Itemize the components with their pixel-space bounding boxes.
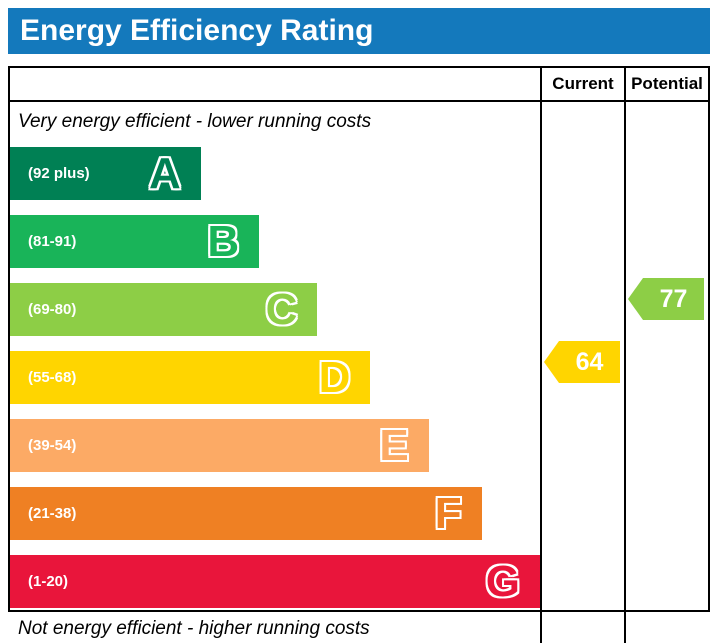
bands-area: Very energy efficient - lower running co…	[10, 102, 540, 643]
bottom-caption: Not energy efficient - higher running co…	[18, 618, 370, 639]
band-b-range-label: (81-91)	[28, 233, 77, 250]
band-f-range-label: (21-38)	[28, 505, 77, 522]
potential-rating-pointer: 77	[628, 278, 704, 320]
page-title: Energy Efficiency Rating	[20, 14, 374, 47]
band-b-letter: B	[207, 216, 240, 266]
band-row: (21-38) F	[10, 487, 540, 550]
header-spacer	[10, 68, 540, 100]
left-arrow-tip-icon	[628, 278, 643, 320]
current-rating-pointer: 64	[544, 341, 620, 383]
band-e-letter: E	[379, 420, 409, 470]
current-column-header: Current	[540, 68, 624, 100]
energy-efficiency-chart: Current Potential Very energy efficient …	[8, 66, 710, 643]
band-row: (55-68) D	[10, 351, 540, 414]
band-row: (92 plus) A	[10, 147, 540, 210]
chart-header-row: Current Potential	[10, 68, 708, 102]
band-b: (81-91) B	[10, 215, 260, 268]
band-c-range-label: (69-80)	[28, 301, 77, 318]
current-rating-column: 64	[540, 102, 624, 643]
band-f-letter: F	[434, 488, 462, 538]
band-a-range-label: (92 plus)	[28, 165, 90, 182]
band-a-letter: A	[149, 148, 181, 198]
band-g-range-label: (1-20)	[28, 573, 69, 590]
potential-rating-value: 77	[659, 284, 688, 313]
band-row: (39-54) E	[10, 419, 540, 482]
band-row: (69-80) C	[10, 283, 540, 346]
current-rating-value: 64	[575, 347, 604, 376]
chart-body: Very energy efficient - lower running co…	[10, 102, 708, 643]
potential-column-header: Potential	[624, 68, 708, 100]
band-e-range-label: (39-54)	[28, 437, 77, 454]
band-row: (81-91) B	[10, 215, 540, 278]
band-e: (39-54) E	[10, 419, 429, 472]
band-c: (69-80) C	[10, 283, 318, 336]
left-arrow-tip-icon	[544, 341, 559, 383]
top-caption: Very energy efficient - lower running co…	[18, 111, 372, 132]
potential-rating-column: 77	[624, 102, 708, 643]
title-bar: Energy Efficiency Rating	[8, 8, 710, 54]
band-d-letter: D	[318, 352, 351, 402]
band-f: (21-38) F	[10, 487, 482, 540]
band-row: (1-20) G	[10, 555, 540, 618]
band-g-letter: G	[485, 556, 520, 606]
band-g: (1-20) G	[10, 555, 540, 608]
band-d-range-label: (55-68)	[28, 369, 77, 386]
band-c-letter: C	[265, 284, 298, 334]
band-a: (92 plus) A	[10, 147, 201, 200]
epc-certificate: Energy Efficiency Rating Current Potenti…	[8, 8, 710, 643]
band-d: (55-68) D	[10, 351, 371, 404]
